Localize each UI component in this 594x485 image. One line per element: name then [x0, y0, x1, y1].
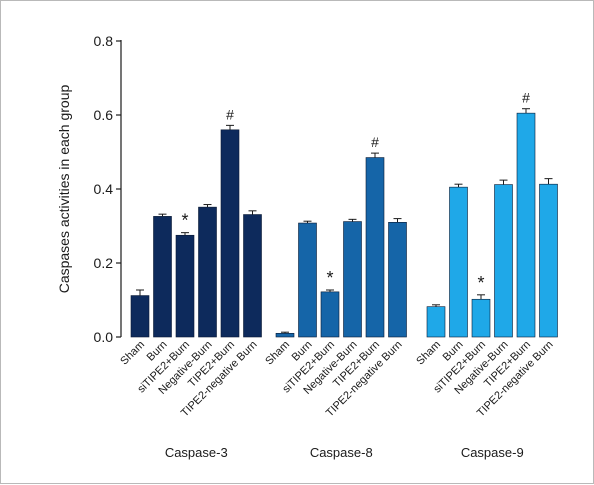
bar — [365, 157, 385, 338]
group-label: Caspase-3 — [165, 445, 228, 460]
bar — [243, 214, 262, 338]
significance-label: * — [326, 268, 333, 288]
bar — [426, 306, 446, 338]
y-tick-label: 0.2 — [94, 255, 114, 271]
bar — [298, 222, 317, 338]
y-tick-label: 0.0 — [94, 329, 114, 345]
bar — [539, 183, 558, 338]
bar — [175, 234, 195, 338]
bar — [198, 206, 217, 338]
significance-label: # — [371, 134, 379, 150]
category-label: Sham — [118, 339, 147, 368]
significance-label: # — [522, 90, 530, 106]
bar — [471, 298, 491, 338]
axes: 0.0 0.2 0.4 0.6 0.8 — [94, 33, 122, 345]
bar — [130, 295, 150, 338]
bar — [153, 216, 172, 338]
bar — [275, 332, 295, 338]
category-label: Sham — [263, 339, 292, 368]
bar — [343, 221, 362, 338]
bar — [449, 186, 468, 338]
bar — [388, 222, 407, 338]
y-axis-label: Caspases activities in each group — [56, 85, 72, 294]
significance-label: # — [226, 106, 234, 122]
bar — [516, 112, 536, 338]
bar — [220, 129, 240, 338]
bar — [494, 184, 513, 338]
significance-label: * — [181, 211, 188, 231]
bars — [130, 108, 558, 338]
y-tick-label: 0.4 — [94, 181, 114, 197]
y-tick-label: 0.6 — [94, 107, 114, 123]
category-label: Sham — [414, 339, 443, 368]
group-label: Caspase-9 — [461, 445, 524, 460]
y-tick-label: 0.8 — [94, 33, 114, 49]
significance-label: * — [477, 273, 484, 293]
group-label: Caspase-8 — [310, 445, 373, 460]
bar — [320, 291, 340, 338]
